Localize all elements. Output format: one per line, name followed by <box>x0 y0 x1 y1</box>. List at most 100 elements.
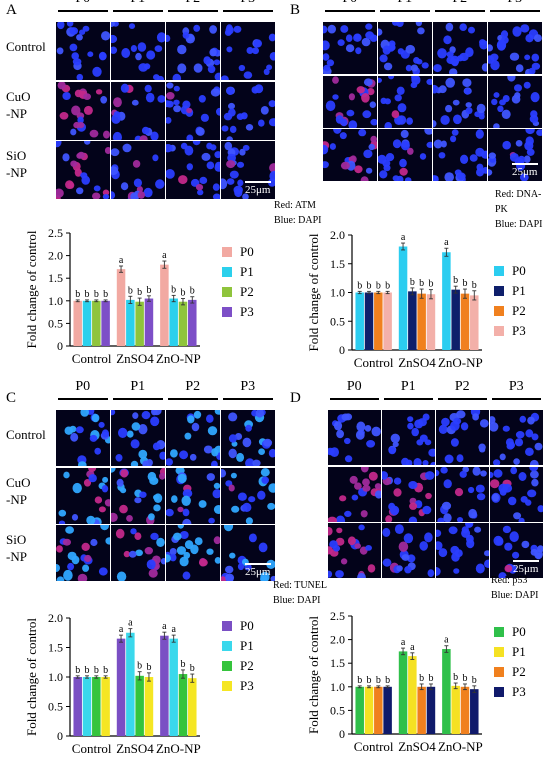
nucleus <box>440 466 448 474</box>
nucleus <box>159 451 165 460</box>
nucleus <box>493 468 503 478</box>
bar <box>178 301 188 346</box>
column-header-rule <box>492 398 541 400</box>
legend-swatch <box>222 267 232 277</box>
nucleus <box>56 576 65 581</box>
nucleus <box>523 81 531 89</box>
nucleus <box>242 193 249 199</box>
nucleus <box>120 182 129 191</box>
nucleus <box>526 148 535 156</box>
nucleus <box>100 525 109 531</box>
nucleus <box>475 563 485 574</box>
nucleus <box>130 45 137 52</box>
nucleus <box>240 111 248 119</box>
micrograph-cell <box>436 466 489 522</box>
nucleus <box>138 449 148 459</box>
nuclei-image <box>433 77 486 127</box>
y-tick-label: 0.5 <box>48 700 63 714</box>
nucleus <box>421 62 429 69</box>
nucleus <box>269 170 275 182</box>
nuclei-image <box>436 523 489 576</box>
nucleus <box>330 447 339 457</box>
legend-swatch <box>222 307 232 317</box>
x-category-label: ZnSO4 <box>398 355 436 370</box>
nucleus <box>76 34 83 41</box>
column-header-text: P3 <box>507 0 522 6</box>
nucleus <box>340 558 348 565</box>
y-tick-label: 1.0 <box>48 294 63 308</box>
nucleus <box>339 132 347 140</box>
nucleus <box>82 564 90 572</box>
nucleus <box>525 136 534 146</box>
nucleus <box>525 447 534 456</box>
nucleus <box>362 477 370 486</box>
nucleus <box>226 135 233 140</box>
column-header-p1: P1 <box>111 379 165 395</box>
nucleus <box>166 169 175 179</box>
nucleus <box>137 42 147 52</box>
nucleus <box>345 44 355 53</box>
nucleus <box>213 59 220 66</box>
nucleus <box>502 94 510 102</box>
bar <box>116 269 126 346</box>
nucleus <box>367 564 376 573</box>
nucleus <box>223 525 234 532</box>
nucleus <box>134 532 142 540</box>
nucleus <box>190 544 199 555</box>
nucleus <box>145 92 155 102</box>
nucleus <box>156 75 164 80</box>
micrograph-cell <box>56 22 110 80</box>
nuclei-image <box>111 410 165 466</box>
nucleus <box>186 134 194 140</box>
nucleus <box>444 172 454 181</box>
column-header-text: P1 <box>130 0 145 6</box>
column-header-text: P0 <box>75 0 90 6</box>
micrograph-cell <box>166 525 220 581</box>
nucleus <box>360 466 369 472</box>
y-tick-label: 2.5 <box>330 609 345 623</box>
legend-label: P0 <box>512 263 526 278</box>
significance-label: b <box>190 663 195 674</box>
nucleus <box>211 448 219 457</box>
x-category-label: ZnO-NP <box>438 355 483 370</box>
nucleus <box>335 537 345 546</box>
nucleus <box>366 440 376 448</box>
nucleus <box>509 52 520 61</box>
nucleus <box>333 129 342 134</box>
nucleus <box>248 533 257 543</box>
micrograph-cell <box>166 467 220 524</box>
nucleus <box>328 526 333 536</box>
nucleus <box>424 439 432 446</box>
nucleus <box>513 458 520 465</box>
nucleus <box>268 117 275 126</box>
nucleus <box>454 549 463 558</box>
nuclei-image <box>328 413 381 463</box>
nucleus <box>323 144 329 155</box>
nucleus <box>147 471 157 481</box>
nucleus <box>64 426 74 435</box>
nucleus <box>365 23 373 30</box>
nuclei-image <box>166 410 220 466</box>
nucleus <box>456 516 464 522</box>
nucleus <box>370 118 377 125</box>
nucleus <box>499 453 506 461</box>
nucleus <box>104 498 110 506</box>
nucleus <box>493 459 501 465</box>
nucleus <box>101 31 110 41</box>
nucleus <box>448 526 458 535</box>
nuclei-image <box>328 466 381 522</box>
bar <box>374 686 383 734</box>
stain-blue: Blue: DAPI <box>273 595 321 606</box>
nucleus <box>405 44 416 54</box>
column-header-text: P0 <box>342 0 357 6</box>
nucleus <box>130 439 140 449</box>
nucleus <box>212 193 220 199</box>
nucleus <box>514 438 524 447</box>
nucleus <box>488 44 493 52</box>
nucleus <box>267 502 275 510</box>
nucleus <box>399 167 408 176</box>
nucleus <box>417 27 425 35</box>
nucleus <box>332 93 339 100</box>
micrograph-cell <box>436 523 489 578</box>
nucleus <box>465 106 473 114</box>
